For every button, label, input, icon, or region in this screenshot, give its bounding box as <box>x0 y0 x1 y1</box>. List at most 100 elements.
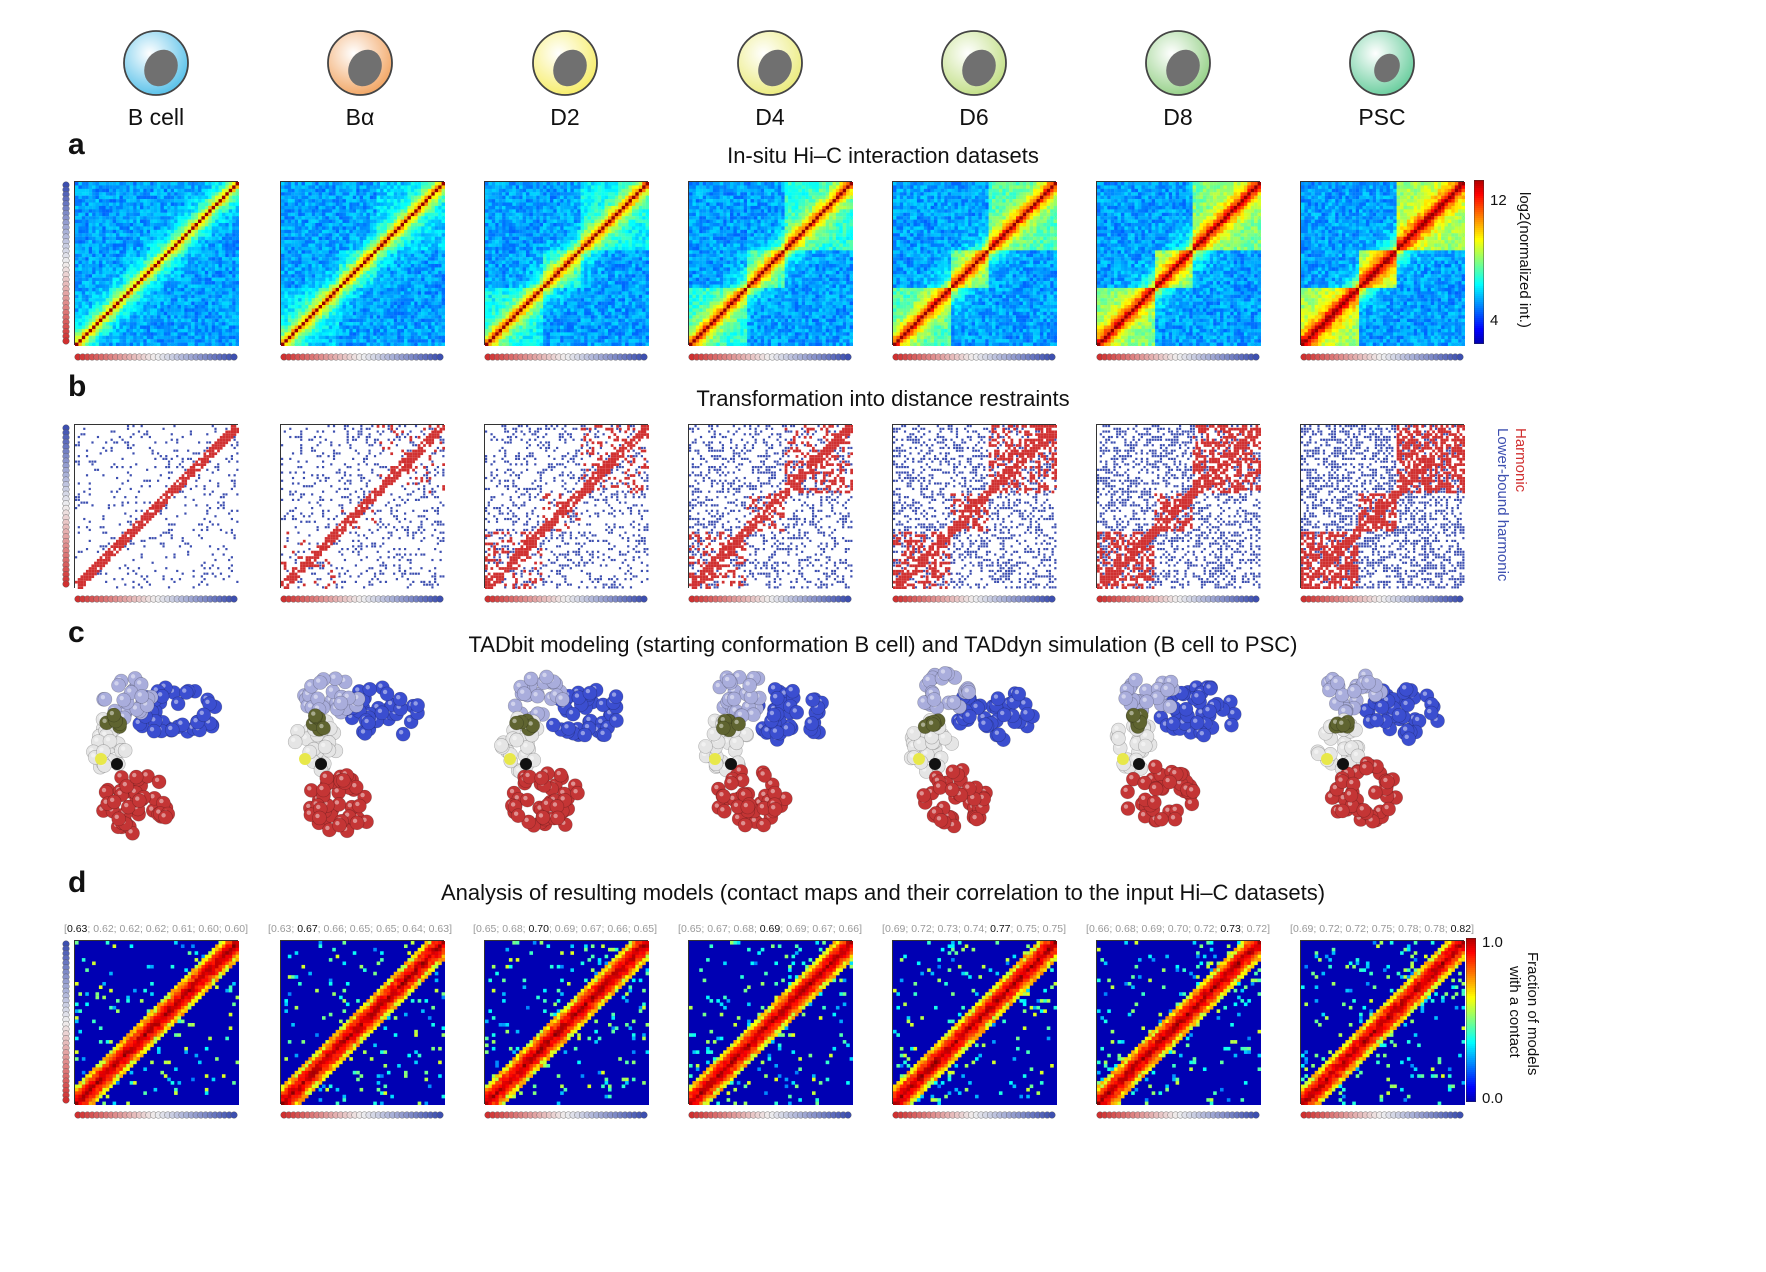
panel-letter-c: c <box>68 616 85 650</box>
restraint-map <box>484 424 649 589</box>
correlation-values: [0.63; 0.67; 0.66; 0.65; 0.65; 0.64; 0.6… <box>240 923 480 935</box>
cell-icon <box>530 28 600 98</box>
correlation-value: 0.61 <box>172 923 192 935</box>
bead-strip-horizontal <box>1300 348 1464 366</box>
correlation-value: 0.62 <box>120 923 140 935</box>
correlation-values: [0.65; 0.67; 0.68; 0.69; 0.69; 0.67; 0.6… <box>650 923 890 935</box>
colorbar-contact <box>1465 937 1477 1103</box>
legend-lower-bound-harmonic: Lower-bound harmonic <box>1494 428 1511 581</box>
correlation-values: [0.69; 0.72; 0.73; 0.74; 0.77; 0.75; 0.7… <box>854 923 1094 935</box>
correlation-value: 0.77 <box>990 923 1010 935</box>
correlation-value: 0.70 <box>529 923 549 935</box>
hic-map <box>892 181 1057 346</box>
correlation-value: 0.69 <box>1293 923 1313 935</box>
correlation-value: 0.65 <box>376 923 396 935</box>
restraint-map <box>1300 424 1465 589</box>
colorbar-contact-max: 1.0 <box>1482 934 1503 951</box>
correlation-value: 0.65 <box>634 923 654 935</box>
correlation-values: [0.63; 0.62; 0.62; 0.62; 0.61; 0.60; 0.6… <box>36 923 276 935</box>
restraint-map <box>74 424 239 589</box>
cell-icon <box>1347 28 1417 98</box>
contact-map <box>688 940 853 1105</box>
bead-strip-horizontal <box>74 590 238 608</box>
cell-icon <box>121 28 191 98</box>
correlation-value: 0.65 <box>476 923 496 935</box>
contact-map <box>1300 940 1465 1105</box>
colorbar-contact-label-line1: Fraction of models <box>1524 952 1541 1075</box>
cell-icon <box>939 28 1009 98</box>
polymer-model <box>261 664 471 864</box>
bead-strip-horizontal <box>484 590 648 608</box>
correlation-value: 0.63 <box>67 923 87 935</box>
bead-strip-horizontal <box>688 348 852 366</box>
bead-strip-vertical <box>62 424 70 593</box>
cell-label: D2 <box>485 104 645 131</box>
correlation-value: 0.68 <box>734 923 754 935</box>
colorbar-hic <box>1473 179 1485 345</box>
correlation-value: 0.69 <box>786 923 806 935</box>
cell-icon <box>325 28 395 98</box>
correlation-value: 0.70 <box>1168 923 1188 935</box>
bead-strip-horizontal <box>892 348 1056 366</box>
bead-strip-horizontal <box>1096 590 1260 608</box>
contact-map <box>74 940 239 1105</box>
polymer-model <box>1283 664 1493 864</box>
correlation-value: 0.72 <box>911 923 931 935</box>
correlation-value: 0.60 <box>225 923 245 935</box>
hic-map <box>484 181 649 346</box>
polymer-model <box>57 664 267 864</box>
panel-title-d: Analysis of resulting models (contact ma… <box>0 880 1766 906</box>
cell-label: D6 <box>894 104 1054 131</box>
bead-strip-vertical <box>62 940 70 1109</box>
hic-map <box>1096 181 1261 346</box>
correlation-value: 0.69 <box>555 923 575 935</box>
restraint-map <box>688 424 853 589</box>
correlation-value: 0.69 <box>1142 923 1162 935</box>
bead-strip-horizontal <box>280 1106 444 1124</box>
correlation-value: 0.72 <box>1247 923 1267 935</box>
bead-strip-horizontal <box>892 1106 1056 1124</box>
panel-letter-a: a <box>68 128 85 162</box>
correlation-value: 0.75 <box>1016 923 1036 935</box>
hic-map <box>688 181 853 346</box>
panel-title-b: Transformation into distance restraints <box>0 386 1766 412</box>
cell-label: Bα <box>280 104 440 131</box>
bead-strip-horizontal <box>280 348 444 366</box>
correlation-value: 0.75 <box>1372 923 1392 935</box>
bead-strip-horizontal <box>688 1106 852 1124</box>
colorbar-hic-label: log2(normalized int.) <box>1516 192 1533 328</box>
hic-map <box>280 181 445 346</box>
correlation-value: 0.62 <box>146 923 166 935</box>
correlation-value: 0.73 <box>938 923 958 935</box>
correlation-values: [0.65; 0.68; 0.70; 0.69; 0.67; 0.66; 0.6… <box>445 923 685 935</box>
correlation-value: 0.67 <box>297 923 317 935</box>
correlation-value: 0.62 <box>93 923 113 935</box>
correlation-value: 0.66 <box>324 923 344 935</box>
contact-map <box>484 940 649 1105</box>
panel-title-a: In-situ Hi–C interaction datasets <box>0 143 1766 169</box>
correlation-value: 0.65 <box>681 923 701 935</box>
correlation-value: 0.72 <box>1194 923 1214 935</box>
bead-strip-horizontal <box>484 348 648 366</box>
contact-map <box>280 940 445 1105</box>
correlation-value: 0.63 <box>271 923 291 935</box>
correlation-value: 0.72 <box>1346 923 1366 935</box>
correlation-value: 0.69 <box>760 923 780 935</box>
bead-strip-horizontal <box>280 590 444 608</box>
correlation-value: 0.68 <box>502 923 522 935</box>
restraint-map <box>1096 424 1261 589</box>
restraint-map <box>892 424 1057 589</box>
correlation-value: 0.66 <box>839 923 859 935</box>
legend-harmonic: Harmonic <box>1512 428 1529 492</box>
correlation-value: 0.78 <box>1424 923 1444 935</box>
bead-strip-horizontal <box>74 1106 238 1124</box>
bead-strip-vertical <box>62 181 70 350</box>
bead-strip-horizontal <box>1300 1106 1464 1124</box>
bead-strip-horizontal <box>688 590 852 608</box>
colorbar-hic-max: 12 <box>1490 192 1507 209</box>
correlation-value: 0.74 <box>964 923 984 935</box>
correlation-values: [0.69; 0.72; 0.72; 0.75; 0.78; 0.78; 0.8… <box>1262 923 1502 935</box>
correlation-value: 0.66 <box>607 923 627 935</box>
polymer-model <box>1079 664 1289 864</box>
